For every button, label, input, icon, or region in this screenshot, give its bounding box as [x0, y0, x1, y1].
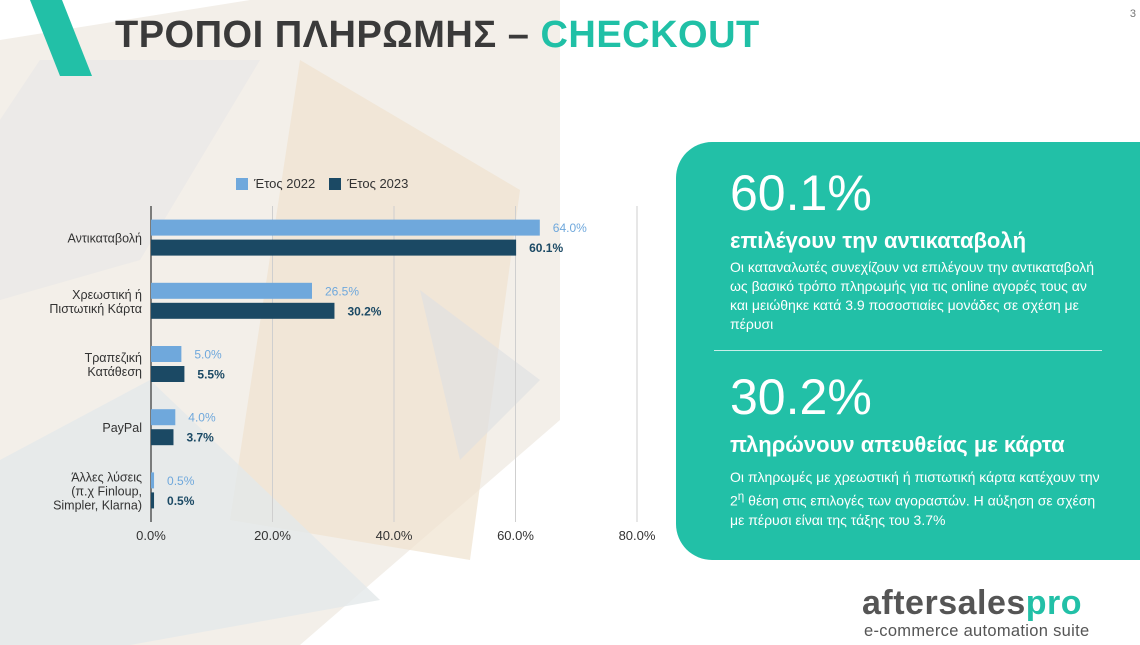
category-label: Αντικαταβολή	[68, 232, 143, 246]
x-tick-label: 40.0%	[376, 528, 413, 543]
stat2-text-before: Οι πληρωμές με χρεωστική ή πιστωτική κάρ…	[730, 469, 1100, 509]
data-label-2022: 0.5%	[167, 474, 195, 488]
title-part-2: CHECKOUT	[540, 14, 760, 56]
bar-2022	[151, 346, 182, 362]
corner-accent-shape	[30, 0, 92, 76]
page-number: 3	[1129, 8, 1136, 20]
bar-2022	[151, 472, 155, 489]
stat1-value: 60.1%	[730, 165, 872, 221]
bar-2023	[151, 429, 174, 446]
panel-divider	[714, 350, 1102, 351]
data-label-2022: 4.0%	[188, 411, 216, 425]
data-label-2022: 64.0%	[553, 221, 587, 235]
x-tick-label: 0.0%	[136, 528, 166, 543]
aftersalespro-logo: aftersalespro	[862, 584, 1082, 623]
category-label: PayPal	[102, 421, 142, 435]
stat2-description: Οι πληρωμές με χρεωστική ή πιστωτική κάρ…	[730, 468, 1100, 530]
logo-tagline: e-commerce automation suite	[864, 622, 1090, 640]
stat2-text-after: θέση στις επιλογές των αγοραστών. Η αύξη…	[730, 492, 1096, 528]
data-label-2023: 0.5%	[167, 494, 195, 508]
logo-name-main: aftersales	[862, 584, 1026, 622]
bar-2023	[151, 366, 185, 382]
stats-panel: 60.1% επιλέγουν την αντικαταβολή Οι κατα…	[676, 142, 1140, 560]
category-label: Χρεωστική ή Πιστωτική Κάρτα	[49, 288, 142, 316]
logo-name-accent: pro	[1025, 584, 1083, 622]
bar-2022	[151, 219, 540, 236]
chart-legend: Έτος 2022 Έτος 2023	[236, 176, 408, 191]
legend-label-2022: Έτος 2022	[254, 176, 316, 191]
x-tick-label: 20.0%	[254, 528, 291, 543]
x-tick-label: 80.0%	[619, 528, 656, 543]
legend-swatch-2022	[236, 177, 248, 190]
legend-item-2022: Έτος 2022	[236, 176, 315, 191]
stat2-text-sup: η	[737, 490, 745, 503]
payment-methods-bar-chart: 0.0% 20.0% 40.0% 60.0% 80.0% Αντικαταβολή 64.0…	[49, 206, 656, 543]
stat2-headline: πληρώνουν απευθείας με κάρτα	[730, 432, 1065, 457]
bar-2022	[151, 282, 312, 299]
stat2-value: 30.2%	[730, 369, 872, 425]
data-label-2023: 3.7%	[186, 431, 214, 445]
legend-swatch-2023	[329, 177, 342, 190]
x-tick-label: 60.0%	[497, 528, 534, 543]
legend-item-2023: Έτος 2023	[329, 176, 408, 191]
data-label-2023: 5.5%	[197, 368, 225, 382]
data-label-2022: 5.0%	[194, 348, 222, 362]
category-label: Άλλες λύσεις (π.χ Finloup, Simpler, Klarna…	[53, 470, 142, 512]
category-label: Τραπεζική Κατάθεση	[85, 351, 142, 379]
bar-2023	[151, 239, 517, 256]
legend-label-2023: Έτος 2023	[347, 176, 409, 191]
bar-2023	[151, 492, 155, 509]
bar-2022	[151, 409, 176, 426]
bar-2023	[151, 302, 335, 319]
data-label-2023: 60.1%	[529, 241, 563, 255]
data-label-2023: 30.2%	[347, 304, 381, 318]
data-label-2022: 26.5%	[325, 284, 359, 298]
stat1-description: Οι καταναλωτές συνεχίζουν να επιλέγουν τ…	[730, 259, 1095, 332]
page-title: ΤΡΟΠΟΙ ΠΛΗΡΩΜΗΣ – CHECKOUT	[115, 14, 760, 57]
title-part-1: ΤΡΟΠΟΙ ΠΛΗΡΩΜΗΣ –	[115, 14, 530, 56]
stat1-headline: επιλέγουν την αντικαταβολή	[730, 228, 1027, 253]
